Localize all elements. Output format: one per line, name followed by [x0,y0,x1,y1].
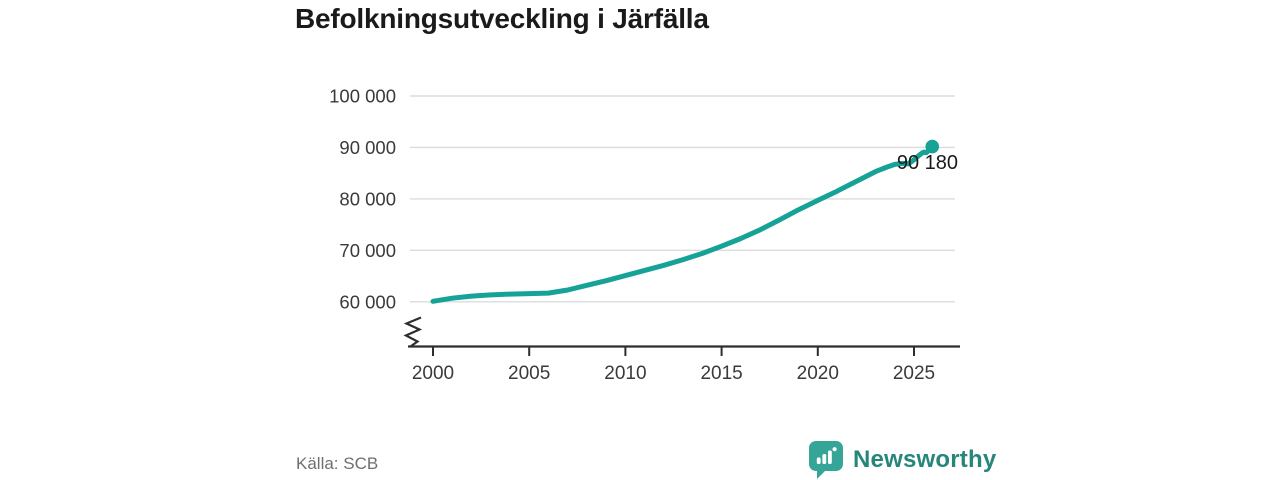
x-axis-tick-label: 2000 [412,363,454,384]
newsworthy-wordmark: Newsworthy [853,446,997,473]
y-axis-tick-label: 60 000 [339,291,396,312]
source-label: Källa: SCB [296,454,379,473]
latest-value-dot [925,139,940,154]
x-axis-tick-label: 2015 [700,363,742,384]
axis-break-icon [403,316,423,348]
x-axis-tick-label: 2025 [893,363,935,384]
exclamation-dot-icon [832,447,837,452]
chart-title: Befolkningsutveckling i Järfälla [295,3,709,34]
latest-value-label: 90 180 [897,152,958,174]
x-axis-tick-label: 2005 [508,363,550,384]
y-axis-tick-label: 100 000 [329,86,396,107]
y-axis-tick-label: 80 000 [339,188,396,209]
newsworthy-speech-bubble-bar-chart-icon [809,441,843,479]
x-axis-tick-label: 2010 [604,363,646,384]
y-axis-tick-label: 70 000 [339,240,396,261]
y-axis-tick-label: 90 000 [339,137,396,158]
population-trend-line [430,144,935,304]
x-axis-tick-label: 2020 [797,363,839,384]
newsworthy-logo[interactable]: Newsworthy [808,440,996,480]
